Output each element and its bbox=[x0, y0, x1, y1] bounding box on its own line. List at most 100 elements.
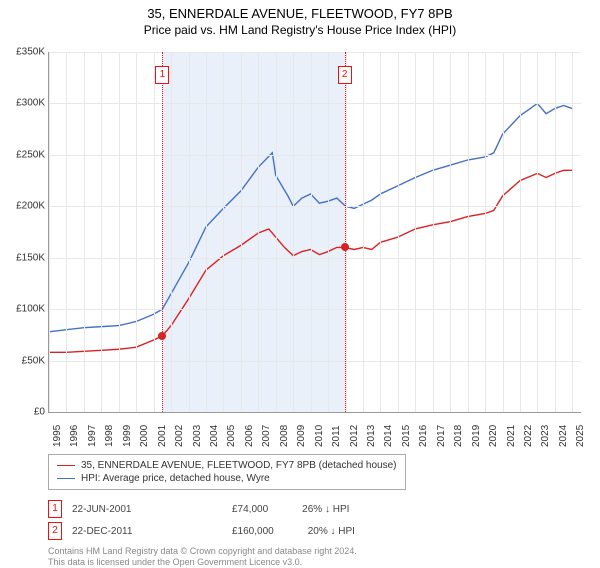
gridline-v bbox=[468, 52, 469, 412]
gridline-v bbox=[415, 52, 416, 412]
x-axis-label: 2002 bbox=[174, 425, 185, 447]
x-axis-label: 2010 bbox=[314, 425, 325, 447]
legend-swatch-icon bbox=[57, 465, 75, 466]
x-axis-label: 2025 bbox=[575, 425, 586, 447]
legend-swatch-icon bbox=[57, 478, 75, 479]
legend-row: 35, ENNERDALE AVENUE, FLEETWOOD, FY7 8PB… bbox=[57, 459, 397, 472]
x-axis-label: 2004 bbox=[209, 425, 220, 447]
marker-vline bbox=[162, 52, 163, 412]
x-axis-label: 2005 bbox=[226, 425, 237, 447]
chart-plot-area: £0£50K£100K£150K£200K£250K£300K£350K1995… bbox=[48, 52, 581, 413]
footer-text: Contains HM Land Registry data © Crown c… bbox=[48, 546, 357, 568]
gridline-v bbox=[66, 52, 67, 412]
gridline-v bbox=[433, 52, 434, 412]
chart-title-address: 35, ENNERDALE AVENUE, FLEETWOOD, FY7 8PB bbox=[0, 6, 600, 21]
annotation-2-price: £160,000 bbox=[232, 526, 274, 537]
x-axis-label: 2011 bbox=[331, 425, 342, 447]
gridline-v bbox=[276, 52, 277, 412]
x-axis-label: 2018 bbox=[453, 425, 464, 447]
y-axis-label: £100K bbox=[5, 304, 45, 315]
x-axis-label: 2023 bbox=[540, 425, 551, 447]
x-axis-label: 2007 bbox=[261, 425, 272, 447]
x-axis-label: 2012 bbox=[349, 425, 360, 447]
annotation-2-delta: 20% ↓ HPI bbox=[308, 526, 355, 537]
gridline-v bbox=[555, 52, 556, 412]
legend-box: 35, ENNERDALE AVENUE, FLEETWOOD, FY7 8PB… bbox=[48, 454, 406, 490]
gridline-v bbox=[119, 52, 120, 412]
footer-line2: This data is licensed under the Open Gov… bbox=[48, 557, 357, 568]
gridline-v bbox=[258, 52, 259, 412]
x-axis-label: 2021 bbox=[506, 425, 517, 447]
gridline-v bbox=[171, 52, 172, 412]
gridline-v bbox=[328, 52, 329, 412]
annotation-marker-1-icon: 1 bbox=[48, 500, 62, 518]
gridline-v bbox=[450, 52, 451, 412]
gridline-v bbox=[485, 52, 486, 412]
x-axis-label: 2016 bbox=[418, 425, 429, 447]
x-axis-label: 2001 bbox=[157, 425, 168, 447]
annotation-row-1: 1 22-JUN-2001 £74,000 26% ↓ HPI bbox=[48, 500, 349, 518]
gridline-v bbox=[101, 52, 102, 412]
gridline-v bbox=[572, 52, 573, 412]
gridline-h bbox=[49, 361, 581, 362]
annotation-1-delta: 26% ↓ HPI bbox=[302, 504, 349, 515]
gridline-v bbox=[223, 52, 224, 412]
gridline-v bbox=[84, 52, 85, 412]
y-axis-label: £150K bbox=[5, 252, 45, 263]
gridline-h bbox=[49, 309, 581, 310]
x-axis-label: 2008 bbox=[279, 425, 290, 447]
x-axis-label: 2022 bbox=[523, 425, 534, 447]
gridline-v bbox=[380, 52, 381, 412]
chart-lines-svg bbox=[49, 52, 581, 412]
footer-line1: Contains HM Land Registry data © Crown c… bbox=[48, 546, 357, 557]
x-axis-label: 1996 bbox=[69, 425, 80, 447]
y-axis-label: £300K bbox=[5, 98, 45, 109]
gridline-h bbox=[49, 52, 581, 53]
gridline-h bbox=[49, 258, 581, 259]
y-axis-label: £350K bbox=[5, 47, 45, 58]
gridline-v bbox=[293, 52, 294, 412]
x-axis-label: 2009 bbox=[296, 425, 307, 447]
gridline-v bbox=[503, 52, 504, 412]
gridline-v bbox=[154, 52, 155, 412]
x-axis-label: 1998 bbox=[104, 425, 115, 447]
y-axis-label: £0 bbox=[5, 407, 45, 418]
gridline-h bbox=[49, 206, 581, 207]
x-axis-label: 2020 bbox=[488, 425, 499, 447]
annotation-2-date: 22-DEC-2011 bbox=[72, 526, 132, 537]
gridline-v bbox=[520, 52, 521, 412]
x-axis-label: 2014 bbox=[383, 425, 394, 447]
gridline-v bbox=[363, 52, 364, 412]
y-axis-label: £200K bbox=[5, 201, 45, 212]
annotation-1-price: £74,000 bbox=[232, 504, 268, 515]
gridline-v bbox=[206, 52, 207, 412]
gridline-v bbox=[189, 52, 190, 412]
x-axis-label: 2019 bbox=[471, 425, 482, 447]
x-axis-label: 1995 bbox=[52, 425, 63, 447]
gridline-v bbox=[537, 52, 538, 412]
x-axis-label: 2024 bbox=[558, 425, 569, 447]
x-axis-label: 2017 bbox=[436, 425, 447, 447]
x-axis-label: 1997 bbox=[87, 425, 98, 447]
gridline-h bbox=[49, 155, 581, 156]
x-axis-label: 1999 bbox=[122, 425, 133, 447]
gridline-v bbox=[49, 52, 50, 412]
annotation-1-date: 22-JUN-2001 bbox=[72, 504, 131, 515]
marker-dot-icon bbox=[341, 243, 349, 251]
legend-label: 35, ENNERDALE AVENUE, FLEETWOOD, FY7 8PB… bbox=[81, 460, 397, 471]
annotation-row-2: 2 22-DEC-2011 £160,000 20% ↓ HPI bbox=[48, 522, 355, 540]
gridline-v bbox=[346, 52, 347, 412]
x-axis-label: 2015 bbox=[401, 425, 412, 447]
x-axis-label: 2000 bbox=[139, 425, 150, 447]
gridline-v bbox=[311, 52, 312, 412]
legend-label: HPI: Average price, detached house, Wyre bbox=[81, 473, 270, 484]
gridline-h bbox=[49, 103, 581, 104]
marker-box-icon: 1 bbox=[155, 66, 169, 84]
gridline-v bbox=[398, 52, 399, 412]
gridline-v bbox=[241, 52, 242, 412]
chart-subtitle: Price paid vs. HM Land Registry's House … bbox=[0, 23, 600, 37]
gridline-v bbox=[136, 52, 137, 412]
x-axis-label: 2006 bbox=[244, 425, 255, 447]
annotation-marker-2-icon: 2 bbox=[48, 522, 62, 540]
x-axis-label: 2003 bbox=[192, 425, 203, 447]
